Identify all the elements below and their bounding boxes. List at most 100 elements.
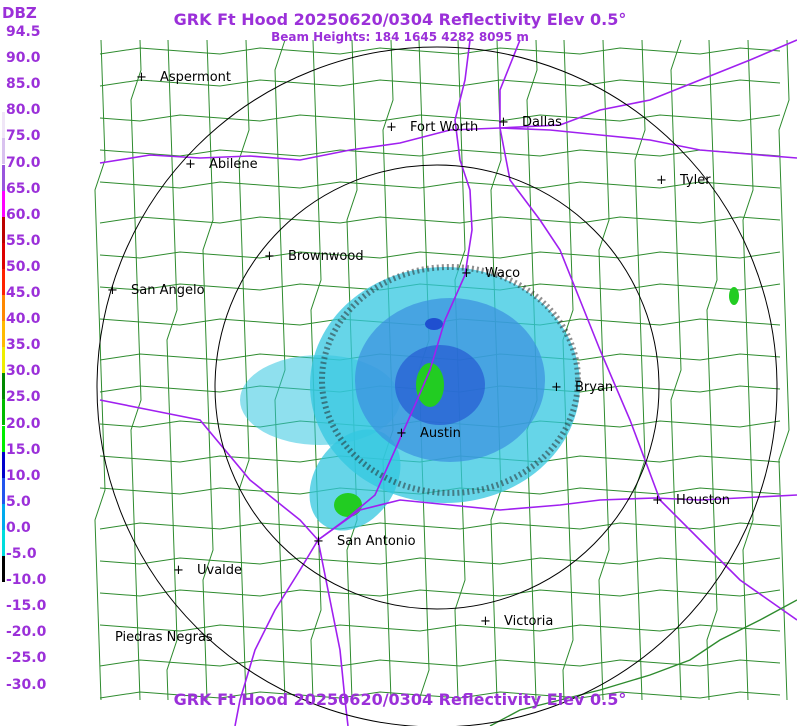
legend-label: 20.0: [6, 415, 41, 432]
city-victoria: + Victoria: [480, 614, 553, 629]
county-line: [99, 624, 781, 632]
map-title: GRK Ft Hood 20250620/0304 Reflectivity E…: [173, 10, 627, 29]
echo-fringe: [319, 264, 581, 496]
city-marker: +: [185, 157, 196, 172]
legend-label: 75.0: [6, 128, 41, 145]
county-line: [202, 39, 214, 701]
legend-swatch: [2, 268, 5, 295]
legend-swatch: [2, 582, 5, 609]
legend-label: -10.0: [6, 572, 47, 589]
legend-label: 65.0: [6, 180, 41, 197]
city-markers: + Aspermont + Fort Worth + Dallas + Abilene + Tyl…: [107, 70, 730, 645]
city-label: Brownwood: [288, 249, 364, 264]
legend-label: 25.0: [6, 389, 41, 406]
legend-swatch: [2, 112, 5, 139]
county-line: [670, 39, 682, 701]
legend-swatch: [2, 86, 5, 113]
legend-swatch: [2, 529, 5, 556]
county-line: [99, 659, 781, 667]
state-boundaries: [99, 39, 797, 726]
city-label: Aspermont: [160, 70, 231, 85]
legend-label: 70.0: [6, 154, 41, 171]
city-label: San Angelo: [131, 283, 205, 298]
city-piedras-negras: Piedras Negras: [115, 630, 213, 645]
city-houston: + Houston: [652, 493, 730, 508]
county-line: [99, 251, 781, 259]
legend-label: 0.0: [6, 519, 31, 536]
legend-unit: DBZ: [2, 4, 37, 22]
legend-swatch: [2, 425, 5, 452]
legend-swatch: [2, 608, 5, 635]
legend-label: 30.0: [6, 363, 41, 380]
map-footer-title: GRK Ft Hood 20250620/0304 Reflectivity E…: [173, 690, 627, 709]
legend-label: 50.0: [6, 258, 41, 275]
legend-label: -15.0: [6, 598, 47, 615]
city-marker: +: [313, 534, 324, 549]
legend-swatch: [2, 138, 5, 165]
county-line: [598, 39, 610, 701]
city-label: Dallas: [522, 115, 562, 130]
beam-heights-subtitle: Beam Heights: 184 1645 4282 8095 m: [271, 30, 529, 44]
legend-label: 10.0: [6, 467, 41, 484]
legend-swatch: [2, 34, 5, 61]
legend-swatch: [2, 216, 5, 243]
legend-swatch: [2, 451, 5, 478]
city-marker: +: [551, 380, 562, 395]
legend-swatch: [2, 347, 5, 374]
city-label: Piedras Negras: [115, 630, 213, 645]
county-line: [706, 39, 718, 701]
city-label: Victoria: [504, 614, 553, 629]
legend-label: -30.0: [6, 676, 47, 693]
county-line: [166, 39, 178, 701]
county-line: [99, 522, 781, 530]
county-line: [742, 39, 754, 701]
legend-label: 40.0: [6, 311, 41, 328]
city-marker: +: [461, 266, 472, 281]
county-line: [99, 589, 781, 597]
echo-ne-small: [729, 287, 739, 305]
city-waco: + Waco: [461, 266, 520, 281]
city-marker: +: [480, 614, 491, 629]
legend-swatch: [2, 373, 5, 400]
legend-swatch: [2, 660, 5, 687]
city-dallas: + Dallas: [498, 115, 562, 130]
legend-swatch: [2, 503, 5, 530]
county-line: [99, 181, 781, 189]
reflectivity-echoes: [240, 264, 739, 531]
city-label: San Antonio: [337, 534, 416, 549]
city-austin: + Austin: [396, 426, 461, 441]
legend-label: 15.0: [6, 441, 41, 458]
echo-green-sa: [334, 493, 362, 517]
county-line: [778, 39, 790, 701]
legend-label: 94.5: [6, 24, 41, 40]
city-abilene: + Abilene: [185, 157, 258, 172]
city-label: Uvalde: [197, 563, 242, 578]
city-marker: +: [264, 249, 275, 264]
county-line: [99, 47, 781, 55]
city-uvalde: + Uvalde: [173, 563, 242, 578]
city-marker: +: [173, 563, 184, 578]
reflectivity-legend: DBZ 94.5 90.0 85.0 80.0 75.0 70.0 65.0 60.0 55.0…: [0, 0, 100, 726]
city-label: Houston: [676, 493, 730, 508]
coastline: [489, 599, 797, 726]
legend-label: 5.0: [6, 493, 31, 510]
city-brownwood: + Brownwood: [264, 249, 364, 264]
legend-swatch: [2, 321, 5, 348]
legend-label: 80.0: [6, 102, 41, 119]
county-line: [99, 557, 781, 565]
legend-label: 90.0: [6, 50, 41, 67]
legend-swatch: [2, 477, 5, 504]
county-line: [99, 79, 781, 87]
county-line: [634, 39, 646, 701]
city-marker: +: [386, 120, 397, 135]
legend-swatch: [2, 686, 5, 713]
county-line: [99, 216, 781, 224]
city-tyler: + Tyler: [656, 173, 711, 188]
city-marker: +: [656, 173, 667, 188]
legend-swatch: [2, 60, 5, 87]
legend-swatch: [2, 190, 5, 217]
legend-label: 85.0: [6, 76, 41, 93]
legend-label: 35.0: [6, 337, 41, 354]
legend-label: -25.0: [6, 650, 47, 667]
